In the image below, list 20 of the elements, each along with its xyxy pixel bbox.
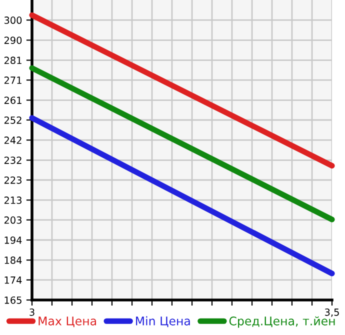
y-tick-label: 223 — [4, 176, 22, 184]
y-tick-label: 242 — [4, 136, 22, 144]
y-tick-label: 184 — [4, 256, 22, 264]
y-tick-label: 174 — [4, 276, 22, 284]
y-tick-label: 290 — [4, 36, 22, 44]
y-tick-label: 213 — [4, 196, 22, 204]
y-tick-label: 232 — [4, 156, 22, 164]
y-tick-label: 271 — [4, 76, 22, 84]
y-tick-label: 252 — [4, 116, 22, 124]
y-tick-label: 281 — [4, 56, 22, 64]
y-tick-label: 300 — [4, 16, 22, 24]
y-tick-label: 194 — [4, 236, 22, 244]
x-tick-label: 3,5 — [325, 308, 339, 317]
legend-label: Min Цена — [136, 316, 190, 328]
x-tick-label: 3 — [30, 308, 34, 316]
y-tick-label: 165 — [4, 296, 22, 304]
legend-label: Сред.Цена, т.йен — [229, 316, 335, 328]
y-tick-label: 203 — [4, 216, 22, 224]
legend-label: Max Цена — [38, 316, 96, 328]
y-tick-label: 261 — [4, 96, 22, 104]
